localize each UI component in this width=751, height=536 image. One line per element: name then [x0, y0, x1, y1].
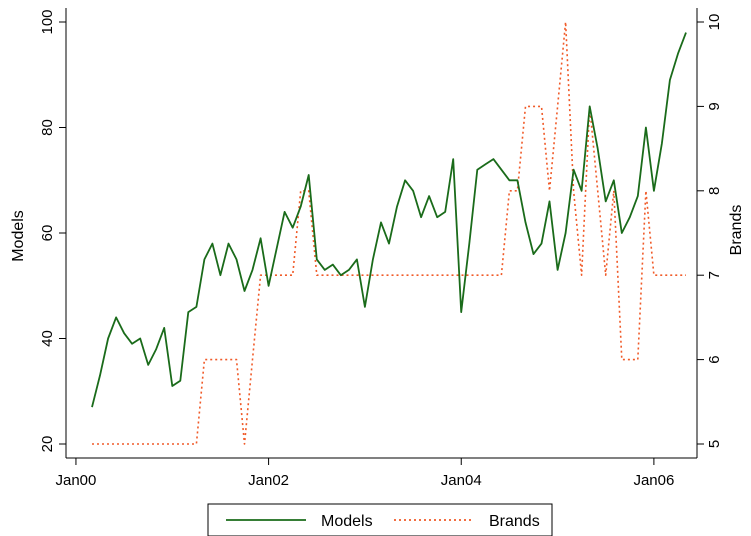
- y-tick-label-left: 80: [39, 119, 56, 136]
- y-tick-label-left: 60: [39, 225, 56, 242]
- legend-box: [207, 503, 553, 536]
- y-tick-label-left: 100: [39, 9, 56, 34]
- y-tick-label-left: 20: [39, 436, 56, 453]
- x-axis: Jan00 Jan02 Jan04 Jan06: [56, 458, 674, 489]
- legend: Models Brands: [207, 503, 553, 536]
- y-axis-title-left: Models: [10, 210, 27, 262]
- y-tick-label-right: 7: [706, 271, 723, 279]
- x-tick-label: Jan00: [56, 472, 97, 489]
- x-tick-label: Jan04: [441, 472, 482, 489]
- plot-frame: [65, 8, 698, 459]
- x-tick-label: Jan02: [248, 472, 289, 489]
- series-layer: [91, 21, 687, 445]
- y-tick-label-right: 5: [706, 440, 723, 448]
- y-tick-label-right: 9: [706, 102, 723, 110]
- series-line-models: [91, 32, 687, 408]
- x-tick-label: Jan06: [633, 472, 674, 489]
- y-tick-label-left: 40: [39, 330, 56, 347]
- legend-label-brands: Brands: [489, 513, 540, 530]
- y-tick-label-right: 10: [706, 14, 723, 31]
- legend-label-models: Models: [321, 513, 373, 530]
- y-tick-label-right: 8: [706, 187, 723, 195]
- y-axis-right: 5 6 7 8 9 10: [697, 14, 723, 448]
- y-axis-left: 20 40 60 80 100: [39, 9, 66, 452]
- y-axis-title-right: Brands: [728, 205, 745, 256]
- y-tick-label-right: 6: [706, 355, 723, 363]
